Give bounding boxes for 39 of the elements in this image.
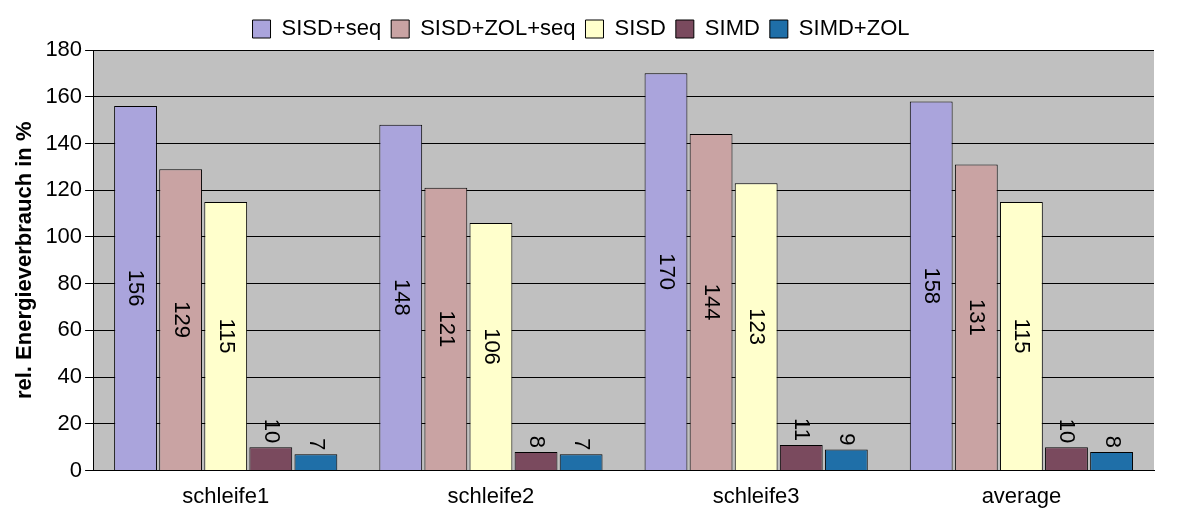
x-tick-label: average — [981, 482, 1062, 508]
y-axis-title: rel. Energieverbrauch in % — [11, 121, 37, 400]
y-tick-label: 160 — [45, 82, 83, 108]
data-label: 115 — [214, 318, 240, 354]
data-label: 129 — [169, 301, 195, 338]
y-tick-label: 120 — [45, 176, 83, 202]
data-label: 121 — [434, 310, 460, 348]
y-tick-label: 60 — [57, 316, 83, 342]
data-label: 10 — [1055, 418, 1081, 444]
data-label: 158 — [920, 267, 946, 305]
data-label: 10 — [259, 418, 285, 444]
data-label: 131 — [965, 298, 991, 336]
y-tick-label: 40 — [57, 363, 83, 389]
y-tick-label: 180 — [45, 36, 83, 62]
data-label: 144 — [700, 283, 726, 321]
data-label: 8 — [1100, 435, 1126, 448]
legend-label: SISD — [614, 15, 666, 41]
y-tick-label: 20 — [57, 409, 83, 435]
legend-label: SISD+ZOL+seq — [420, 15, 576, 41]
data-label: 106 — [479, 328, 505, 365]
y-tick-label: 140 — [45, 129, 83, 155]
data-label: 123 — [745, 308, 771, 345]
x-tick-label: schleife1 — [182, 482, 270, 508]
y-tick-label: 0 — [69, 456, 83, 482]
data-label: 115 — [1010, 318, 1036, 354]
data-label: 156 — [124, 269, 150, 307]
legend-label: SIMD — [704, 15, 760, 41]
data-label: 148 — [389, 279, 415, 316]
x-tick-label: schleife2 — [447, 482, 535, 508]
y-tick-label: 100 — [45, 223, 83, 248]
data-label: 8 — [524, 435, 550, 448]
data-label: 170 — [654, 253, 680, 291]
legend-label: SISD+seq — [281, 15, 382, 41]
y-tick-label: 80 — [57, 269, 83, 295]
legend-label: SIMD+ZOL — [798, 15, 910, 41]
data-label: 7 — [570, 437, 596, 451]
data-label: 7 — [304, 437, 330, 451]
x-tick-label: schleife3 — [712, 482, 800, 508]
data-label: 9 — [835, 433, 861, 446]
